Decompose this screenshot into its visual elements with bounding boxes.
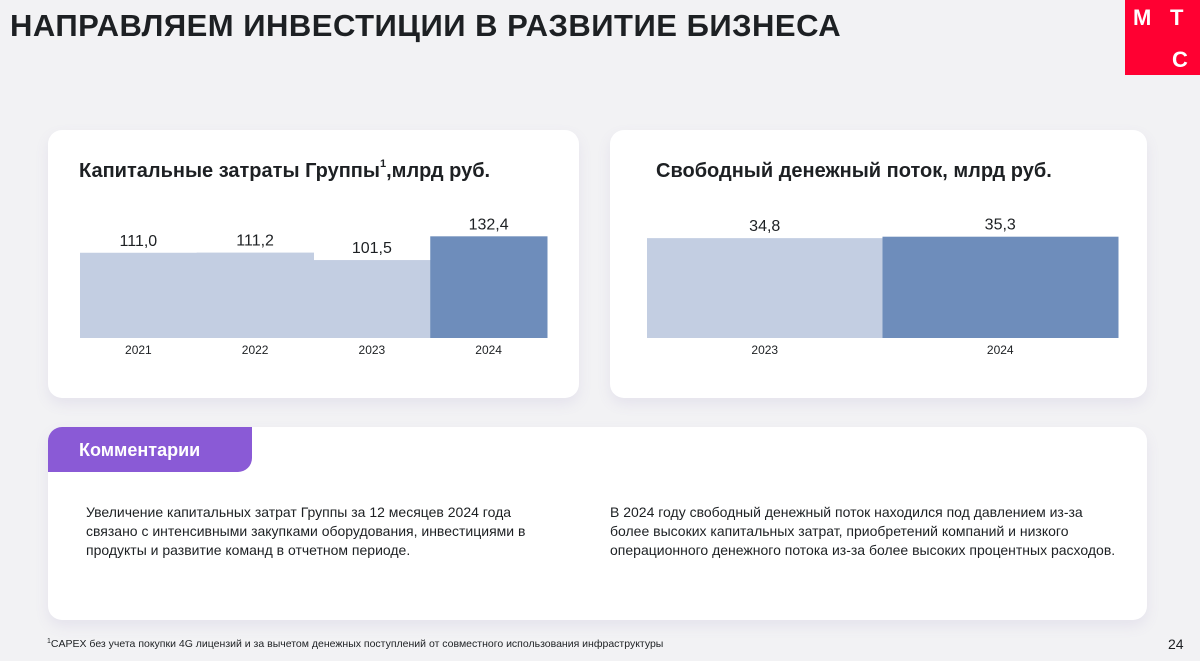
page-number: 24: [1168, 636, 1184, 652]
capex-category-label-2021: 2021: [125, 343, 152, 357]
capex-chart-title: Капитальные затраты Группы1,млрд руб.: [79, 158, 491, 183]
page-title: НАПРАВЛЯЕМ ИНВЕСТИЦИИ В РАЗВИТИЕ БИЗНЕСА: [10, 8, 842, 43]
capex-chart-title-text: Капитальные затраты Группы: [79, 160, 380, 182]
comments-panel: Комментарии Увеличение капитальных затра…: [48, 427, 1147, 620]
fcf-bar-2024: [882, 236, 1119, 338]
fcf-comment: В 2024 году свободный денежный поток нах…: [610, 504, 1116, 558]
fcf-category-label-2024: 2024: [987, 343, 1014, 357]
capex-chart-unit: ,млрд руб.: [386, 160, 491, 182]
capex-value-label-2021: 111,0: [120, 233, 158, 250]
capex-value-label-2024: 132,4: [469, 216, 509, 233]
mts-logo: М Т С: [1125, 0, 1200, 75]
capex-bar-2022: [196, 252, 314, 338]
capex-bar-chart: 111,0 2021 111,2 2022 101,5 2023 132,4 2024: [80, 216, 548, 357]
fcf-category-label-2023: 2023: [751, 343, 778, 357]
fcf-value-label-2024: 35,3: [985, 217, 1016, 234]
capex-value-label-2023: 101,5: [352, 240, 392, 257]
capex-value-label-2022: 111,2: [236, 233, 274, 250]
capex-bar-2023: [313, 260, 431, 338]
footnote: 1CAPEX без учета покупки 4G лицензий и з…: [47, 638, 663, 650]
capex-category-label-2023: 2023: [359, 343, 386, 357]
capex-category-label-2022: 2022: [242, 343, 269, 357]
logo-letter-s: С: [1172, 47, 1188, 72]
capex-footnote-mark: 1: [379, 158, 387, 170]
capex-bar-2024: [430, 236, 548, 338]
capex-chart-card: Капитальные затраты Группы1,млрд руб. 11…: [48, 130, 579, 398]
fcf-bar-2023: [647, 238, 883, 338]
comments-tab: Комментарии: [48, 427, 252, 472]
footnote-mark: 1: [47, 638, 51, 645]
fcf-chart-card: Свободный денежный поток, млрд руб. 34,8…: [610, 130, 1147, 398]
logo-letter-m: М: [1133, 5, 1152, 30]
capex-category-label-2024: 2024: [475, 343, 502, 357]
footnote-text: CAPEX без учета покупки 4G лицензий и за…: [50, 638, 664, 650]
fcf-bar-chart: 34,8 2023 35,3 2024: [647, 217, 1119, 357]
capex-comment: Увеличение капитальных затрат Группы за …: [86, 504, 526, 558]
logo-letter-t: Т: [1170, 5, 1184, 30]
capex-bar-2021: [80, 252, 198, 338]
fcf-value-label-2023: 34,8: [749, 218, 780, 235]
fcf-chart-title: Свободный денежный поток, млрд руб.: [656, 160, 1052, 182]
